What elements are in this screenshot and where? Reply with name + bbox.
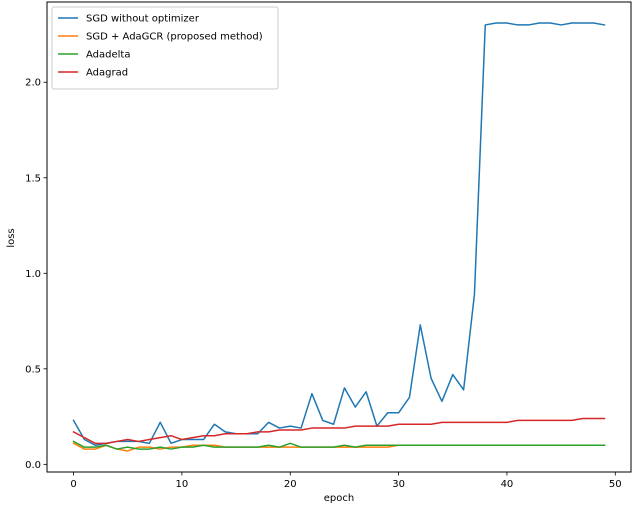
legend-label-1: SGD + AdaGCR (proposed method): [86, 32, 263, 43]
legend-box: [51, 6, 279, 90]
x-tick-label: 0: [70, 479, 76, 490]
x-axis: 0 10 20 30 40 50: [70, 472, 622, 490]
series-line-3: [72, 417, 606, 445]
series-line-2: [72, 440, 606, 450]
series-line-0: [72, 22, 606, 446]
y-axis-title: loss: [6, 228, 17, 247]
series-layer: [72, 22, 606, 452]
x-tick-label: 40: [501, 479, 514, 490]
x-tick-label: 20: [284, 479, 297, 490]
legend-label-2: Adadelta: [86, 50, 130, 61]
legend-label-0: SGD without optimizer: [86, 14, 200, 25]
x-tick-label: 10: [176, 479, 189, 490]
y-tick-label: 1.0: [25, 269, 41, 280]
plot-frame: [46, 1, 632, 473]
x-tick-label: 50: [609, 479, 622, 490]
y-tick-label: 2.0: [25, 78, 41, 89]
y-tick-label: 0.0: [25, 460, 41, 471]
legend-label-3: Adagrad: [86, 68, 128, 79]
x-axis-title: epoch: [324, 493, 354, 504]
legend: SGD without optimizer SGD + AdaGCR (propo…: [51, 6, 279, 90]
y-tick-label: 0.5: [25, 364, 41, 375]
x-tick-label: 30: [392, 479, 405, 490]
y-tick-label: 1.5: [25, 173, 41, 184]
y-axis: 0.0 0.5 1.0 1.5 2.0: [25, 78, 47, 471]
